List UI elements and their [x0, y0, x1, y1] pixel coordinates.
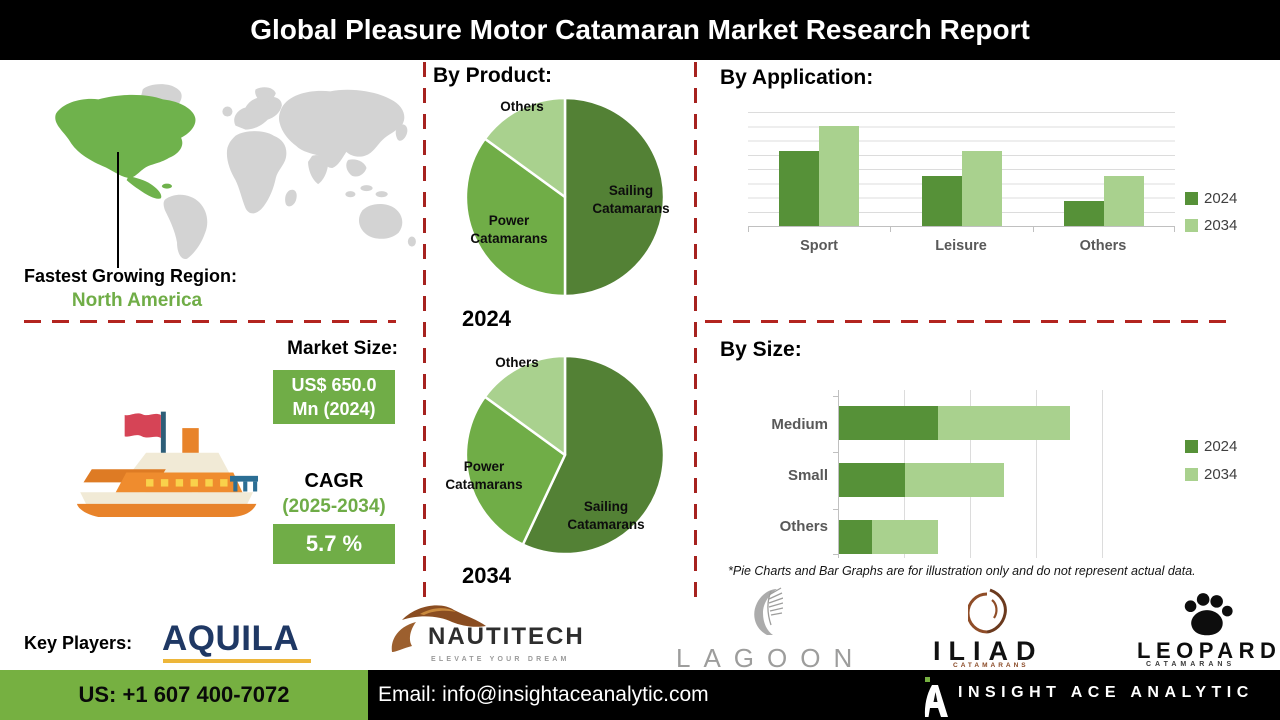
fastest-growing-region-value: North America	[71, 290, 203, 311]
legend-label-2024: 2024	[1204, 190, 1238, 207]
by-size-heading: By Size:	[720, 338, 802, 361]
by-product-heading: By Product:	[433, 64, 553, 87]
title-bar: Global Pleasure Motor Catamaran Market R…	[0, 0, 1280, 60]
pie1-sailing-label: Sailing Catamarans	[592, 183, 670, 217]
footer-phone: US: +1 607 400-7072	[78, 682, 290, 707]
size-legend-label-2034: 2034	[1204, 466, 1238, 483]
pie1-year-label: 2024	[462, 306, 511, 331]
app-legend-2034: 2034	[1185, 217, 1237, 234]
pie1-power-label: Power Catamarans	[470, 213, 548, 247]
key-players-heading: Key Players:	[24, 633, 133, 653]
leopard-catamarans-sub: CATAMARANS	[1146, 661, 1236, 668]
application-bar-chart	[748, 112, 1175, 232]
pie1-others-label: Others	[500, 99, 544, 114]
page-title: Global Pleasure Motor Catamaran Market R…	[250, 14, 1030, 45]
size-category-medium: Medium	[771, 416, 828, 433]
leopard-paw-icon	[1184, 593, 1233, 636]
asia-shape	[279, 89, 405, 168]
brand-aquila: AQUILA	[162, 619, 300, 658]
nautitech-swoosh-icon	[391, 605, 486, 652]
footer-bar: US: +1 607 400-7072 Email: info@insighta…	[0, 670, 1280, 720]
australia-shape	[358, 203, 403, 239]
south-america-shape	[163, 194, 208, 259]
pie2-power-label: Power Catamarans	[445, 459, 523, 493]
brand-lagoon: LAGOON	[676, 643, 866, 673]
cagr-value-box: 5.7 %	[273, 524, 395, 564]
catamaran-boat-illustration	[76, 411, 259, 517]
size-legend-2034: 2034	[1185, 466, 1237, 483]
market-size-value-line1: US$ 650.0	[291, 374, 377, 395]
insightace-logo-icon	[924, 677, 948, 717]
app-category-others: Others	[1079, 238, 1127, 254]
iliad-monogram-icon	[968, 588, 1007, 634]
size-legend-swatch-2024	[1185, 440, 1198, 453]
legend-swatch-2024	[1185, 192, 1198, 205]
brand-leopard: LEOPARD	[1137, 638, 1280, 663]
pie2-others-label: Others	[495, 355, 539, 370]
region-pointer-line	[117, 152, 119, 268]
pie2-sailing-label: Sailing Catamarans	[567, 499, 645, 533]
market-size-value-box: US$ 650.0 Mn (2024)	[273, 370, 395, 424]
horizontal-divider-left	[24, 320, 396, 323]
size-category-small: Small	[787, 467, 828, 484]
fastest-growing-region-heading: Fastest Growing Region:	[24, 266, 238, 286]
vertical-divider-right	[694, 62, 697, 600]
size-legend-swatch-2034	[1185, 468, 1198, 481]
size-category-others: Others	[779, 518, 828, 535]
insightace-brand-name: INSIGHT ACE ANALYTIC	[958, 684, 1254, 701]
by-application-heading: By Application:	[720, 66, 874, 89]
app-legend-2024: 2024	[1185, 190, 1237, 207]
footer-email: Email: info@insightaceanalytic.com	[378, 683, 709, 706]
legend-swatch-2034	[1185, 219, 1198, 232]
footer-phone-section: US: +1 607 400-7072	[0, 670, 368, 720]
europe-shape	[234, 96, 282, 130]
aquila-gold-underline	[163, 659, 311, 663]
lagoon-palm-leaf-icon	[754, 587, 783, 635]
app-category-sport: Sport	[800, 238, 838, 254]
africa-shape	[226, 131, 287, 214]
cagr-label: CAGR	[304, 470, 364, 492]
pie-chart-2024	[462, 94, 668, 300]
app-category-leisure: Leisure	[935, 238, 987, 254]
market-size-heading: Market Size:	[287, 338, 398, 359]
north-america-shape	[55, 94, 196, 179]
nautitech-tagline: ELEVATE YOUR DREAM	[431, 656, 570, 663]
size-stacked-bar-chart	[833, 390, 1119, 558]
vertical-divider-left	[423, 62, 426, 600]
brand-iliad: ILIAD	[933, 636, 1044, 666]
horizontal-divider-right	[705, 320, 1230, 323]
market-size-value-line2: Mn (2024)	[292, 399, 376, 419]
cagr-value: 5.7 %	[305, 531, 363, 556]
pie2-year-label: 2034	[462, 563, 511, 588]
size-legend-label-2024: 2024	[1204, 438, 1238, 455]
cagr-period: (2025-2034)	[282, 496, 386, 517]
pie-chart-2034	[462, 352, 668, 558]
illustration-disclaimer: *Pie Charts and Bar Graphs are for illus…	[728, 564, 1196, 578]
brand-nautitech: NAUTITECH	[428, 623, 585, 650]
size-legend-2024: 2024	[1185, 438, 1237, 455]
iliad-catamarans-sub: CATAMARANS	[953, 662, 1029, 669]
legend-label-2034: 2034	[1204, 217, 1238, 234]
world-map	[55, 84, 416, 259]
